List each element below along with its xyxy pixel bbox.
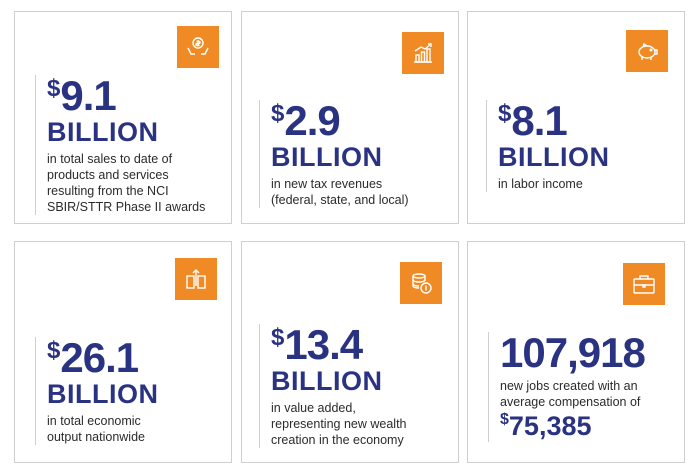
stat-unit: BILLION	[271, 366, 383, 396]
stat-amount: $13.4	[271, 321, 363, 368]
stat-unit: BILLION	[47, 117, 159, 147]
stat-amount: $9.1	[47, 72, 117, 119]
stat-description: in labor income	[498, 177, 583, 191]
compensation-amount: $75,385	[500, 411, 592, 441]
stat-block: $9.1 BILLION in total sales to date of p…	[35, 75, 220, 215]
briefcase-icon	[623, 263, 665, 305]
stat-description: in new tax revenues (federal, state, and…	[271, 177, 409, 207]
stat-amount: $8.1	[498, 97, 568, 144]
building-arrow-icon	[175, 258, 217, 300]
stat-unit: BILLION	[47, 379, 159, 409]
stat-block: $8.1 BILLION in labor income	[486, 100, 671, 192]
stat-amount: $2.9	[271, 97, 341, 144]
stat-amount: 107,918	[500, 329, 646, 376]
piggy-bank-icon	[626, 30, 668, 72]
stat-description: in total economic output nationwide	[47, 414, 145, 444]
growth-chart-icon	[402, 32, 444, 74]
stat-card-new-jobs: 107,918 new jobs created with an average…	[467, 241, 685, 463]
stat-block: 107,918 new jobs created with an average…	[488, 332, 678, 442]
stat-description: new jobs created with an average compens…	[500, 379, 641, 409]
money-hands-icon	[177, 26, 219, 68]
stat-card-value-added: $13.4 BILLION in value added, representi…	[241, 241, 459, 463]
stat-unit: BILLION	[271, 142, 383, 172]
stat-unit: BILLION	[498, 142, 610, 172]
stat-card-economic-output: $26.1 BILLION in total economic output n…	[14, 241, 232, 463]
stat-description: in value added, representing new wealth …	[271, 401, 407, 447]
coin-stack-icon	[400, 262, 442, 304]
stat-card-tax-revenues: $2.9 BILLION in new tax revenues (federa…	[241, 11, 459, 224]
stat-block: $26.1 BILLION in total economic output n…	[35, 337, 220, 445]
stat-card-labor-income: $8.1 BILLION in labor income	[467, 11, 685, 224]
stat-amount: $26.1	[47, 334, 139, 381]
stat-description: in total sales to date of products and s…	[47, 152, 206, 214]
stat-block: $13.4 BILLION in value added, representi…	[259, 324, 444, 448]
stat-card-total-sales: $9.1 BILLION in total sales to date of p…	[14, 11, 232, 224]
stat-block: $2.9 BILLION in new tax revenues (federa…	[259, 100, 444, 208]
